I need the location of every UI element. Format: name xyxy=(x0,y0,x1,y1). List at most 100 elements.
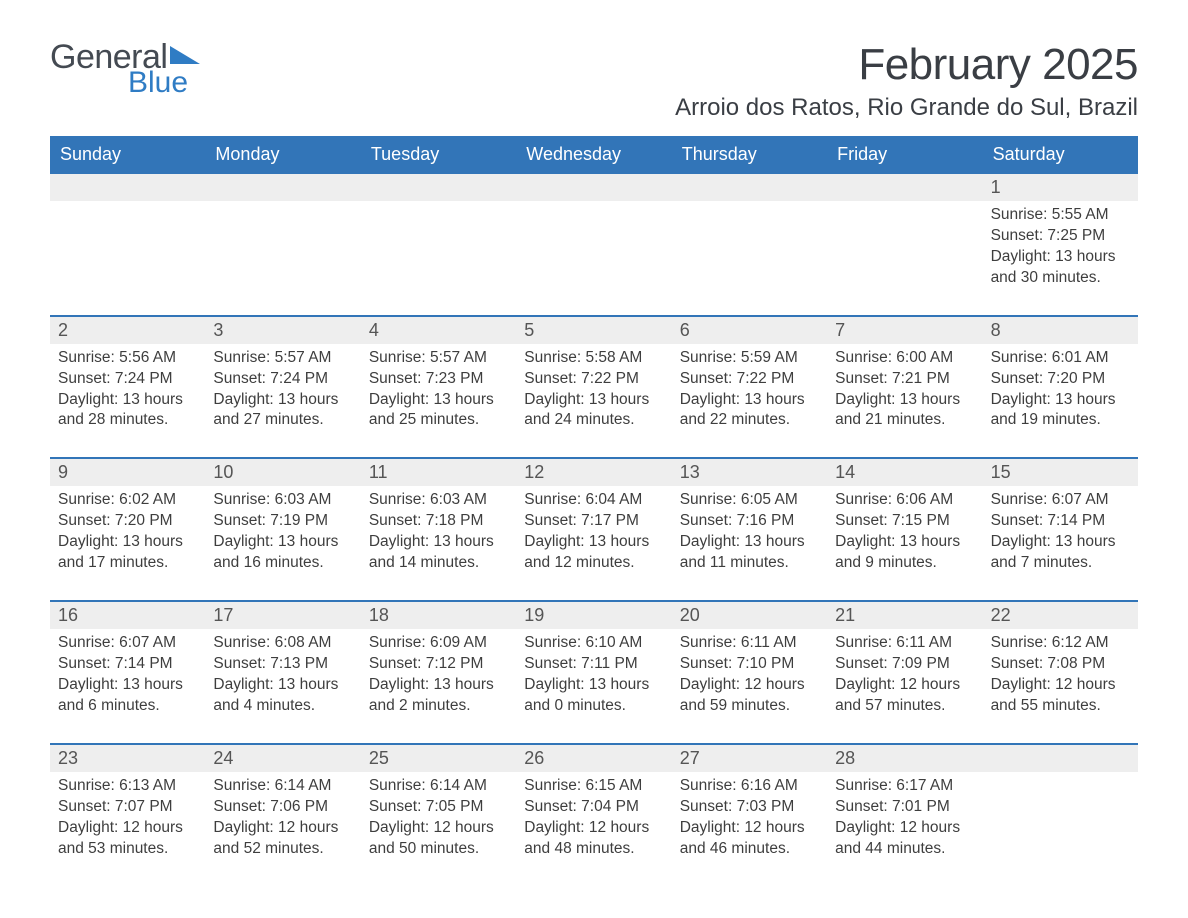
day-number xyxy=(672,174,827,201)
daylight-text: Daylight: 12 hours and 50 minutes. xyxy=(369,818,508,860)
day-cell: Sunrise: 5:55 AMSunset: 7:25 PMDaylight:… xyxy=(983,201,1138,295)
sunrise-text: Sunrise: 6:02 AM xyxy=(58,490,197,511)
day-cell: Sunrise: 6:13 AMSunset: 7:07 PMDaylight:… xyxy=(50,772,205,866)
sunset-text: Sunset: 7:23 PM xyxy=(369,369,508,390)
day-number xyxy=(827,174,982,201)
day-number: 13 xyxy=(672,459,827,486)
daylight-text: Daylight: 13 hours and 14 minutes. xyxy=(369,532,508,574)
day-cell: Sunrise: 6:11 AMSunset: 7:10 PMDaylight:… xyxy=(672,629,827,723)
day-cell xyxy=(827,201,982,295)
daylight-text: Daylight: 13 hours and 6 minutes. xyxy=(58,675,197,717)
sunset-text: Sunset: 7:22 PM xyxy=(680,369,819,390)
sunrise-text: Sunrise: 6:14 AM xyxy=(369,776,508,797)
day-cell: Sunrise: 6:05 AMSunset: 7:16 PMDaylight:… xyxy=(672,486,827,580)
sunset-text: Sunset: 7:10 PM xyxy=(680,654,819,675)
day-number: 21 xyxy=(827,602,982,629)
day-number xyxy=(205,174,360,201)
sunset-text: Sunset: 7:12 PM xyxy=(369,654,508,675)
sunrise-text: Sunrise: 5:55 AM xyxy=(991,205,1130,226)
daylight-text: Daylight: 13 hours and 17 minutes. xyxy=(58,532,197,574)
day-number: 10 xyxy=(205,459,360,486)
daylight-text: Daylight: 13 hours and 9 minutes. xyxy=(835,532,974,574)
day-cell: Sunrise: 5:59 AMSunset: 7:22 PMDaylight:… xyxy=(672,344,827,438)
day-cell xyxy=(516,201,671,295)
day-number-row: 9101112131415 xyxy=(50,459,1138,486)
sunset-text: Sunset: 7:06 PM xyxy=(213,797,352,818)
sunrise-text: Sunrise: 5:57 AM xyxy=(369,348,508,369)
day-number: 28 xyxy=(827,745,982,772)
sunrise-text: Sunrise: 6:00 AM xyxy=(835,348,974,369)
day-number xyxy=(361,174,516,201)
day-number: 9 xyxy=(50,459,205,486)
day-cell xyxy=(983,772,1138,866)
dow-tuesday: Tuesday xyxy=(361,136,516,174)
brand-text-blue: Blue xyxy=(128,68,200,98)
day-cell: Sunrise: 5:56 AMSunset: 7:24 PMDaylight:… xyxy=(50,344,205,438)
day-cell: Sunrise: 5:57 AMSunset: 7:24 PMDaylight:… xyxy=(205,344,360,438)
daylight-text: Daylight: 13 hours and 0 minutes. xyxy=(524,675,663,717)
day-of-week-header: Sunday Monday Tuesday Wednesday Thursday… xyxy=(50,136,1138,174)
sunset-text: Sunset: 7:13 PM xyxy=(213,654,352,675)
daylight-text: Daylight: 13 hours and 11 minutes. xyxy=(680,532,819,574)
day-cell: Sunrise: 6:12 AMSunset: 7:08 PMDaylight:… xyxy=(983,629,1138,723)
day-cell: Sunrise: 6:11 AMSunset: 7:09 PMDaylight:… xyxy=(827,629,982,723)
day-number xyxy=(983,745,1138,772)
daylight-text: Daylight: 12 hours and 57 minutes. xyxy=(835,675,974,717)
sunset-text: Sunset: 7:21 PM xyxy=(835,369,974,390)
sunrise-text: Sunrise: 6:07 AM xyxy=(58,633,197,654)
sunrise-text: Sunrise: 6:07 AM xyxy=(991,490,1130,511)
sunrise-text: Sunrise: 5:57 AM xyxy=(213,348,352,369)
day-cell: Sunrise: 6:03 AMSunset: 7:19 PMDaylight:… xyxy=(205,486,360,580)
sunrise-text: Sunrise: 6:11 AM xyxy=(835,633,974,654)
sunset-text: Sunset: 7:04 PM xyxy=(524,797,663,818)
sunset-text: Sunset: 7:20 PM xyxy=(991,369,1130,390)
day-number-row: 16171819202122 xyxy=(50,602,1138,629)
day-number xyxy=(516,174,671,201)
day-number: 14 xyxy=(827,459,982,486)
sunrise-text: Sunrise: 6:01 AM xyxy=(991,348,1130,369)
sunrise-text: Sunrise: 6:10 AM xyxy=(524,633,663,654)
day-number: 8 xyxy=(983,317,1138,344)
daylight-text: Daylight: 13 hours and 22 minutes. xyxy=(680,390,819,432)
day-number: 25 xyxy=(361,745,516,772)
sunrise-text: Sunrise: 6:04 AM xyxy=(524,490,663,511)
sunset-text: Sunset: 7:20 PM xyxy=(58,511,197,532)
day-cell xyxy=(205,201,360,295)
day-number: 17 xyxy=(205,602,360,629)
brand-triangle-icon xyxy=(170,42,200,68)
daylight-text: Daylight: 13 hours and 2 minutes. xyxy=(369,675,508,717)
location-subtitle: Arroio dos Ratos, Rio Grande do Sul, Bra… xyxy=(675,94,1138,122)
day-number: 18 xyxy=(361,602,516,629)
day-number: 26 xyxy=(516,745,671,772)
daylight-text: Daylight: 13 hours and 19 minutes. xyxy=(991,390,1130,432)
sunrise-text: Sunrise: 6:12 AM xyxy=(991,633,1130,654)
sunrise-text: Sunrise: 6:14 AM xyxy=(213,776,352,797)
day-number: 16 xyxy=(50,602,205,629)
day-cell: Sunrise: 6:06 AMSunset: 7:15 PMDaylight:… xyxy=(827,486,982,580)
daylight-text: Daylight: 12 hours and 59 minutes. xyxy=(680,675,819,717)
day-cell: Sunrise: 6:07 AMSunset: 7:14 PMDaylight:… xyxy=(50,629,205,723)
day-number: 19 xyxy=(516,602,671,629)
sunrise-text: Sunrise: 6:16 AM xyxy=(680,776,819,797)
daylight-text: Daylight: 12 hours and 55 minutes. xyxy=(991,675,1130,717)
day-cell: Sunrise: 6:07 AMSunset: 7:14 PMDaylight:… xyxy=(983,486,1138,580)
sunrise-text: Sunrise: 6:17 AM xyxy=(835,776,974,797)
day-cell: Sunrise: 6:10 AMSunset: 7:11 PMDaylight:… xyxy=(516,629,671,723)
day-number: 7 xyxy=(827,317,982,344)
day-cell xyxy=(50,201,205,295)
week-row: 9101112131415Sunrise: 6:02 AMSunset: 7:2… xyxy=(50,457,1138,580)
daylight-text: Daylight: 13 hours and 4 minutes. xyxy=(213,675,352,717)
sunset-text: Sunset: 7:16 PM xyxy=(680,511,819,532)
daylight-text: Daylight: 13 hours and 16 minutes. xyxy=(213,532,352,574)
day-cell: Sunrise: 6:04 AMSunset: 7:17 PMDaylight:… xyxy=(516,486,671,580)
sunset-text: Sunset: 7:11 PM xyxy=(524,654,663,675)
day-cell: Sunrise: 6:02 AMSunset: 7:20 PMDaylight:… xyxy=(50,486,205,580)
day-number: 11 xyxy=(361,459,516,486)
day-cell: Sunrise: 6:15 AMSunset: 7:04 PMDaylight:… xyxy=(516,772,671,866)
sunrise-text: Sunrise: 5:58 AM xyxy=(524,348,663,369)
day-number: 1 xyxy=(983,174,1138,201)
month-title: February 2025 xyxy=(675,40,1138,90)
dow-friday: Friday xyxy=(827,136,982,174)
day-cell: Sunrise: 6:00 AMSunset: 7:21 PMDaylight:… xyxy=(827,344,982,438)
day-number: 12 xyxy=(516,459,671,486)
